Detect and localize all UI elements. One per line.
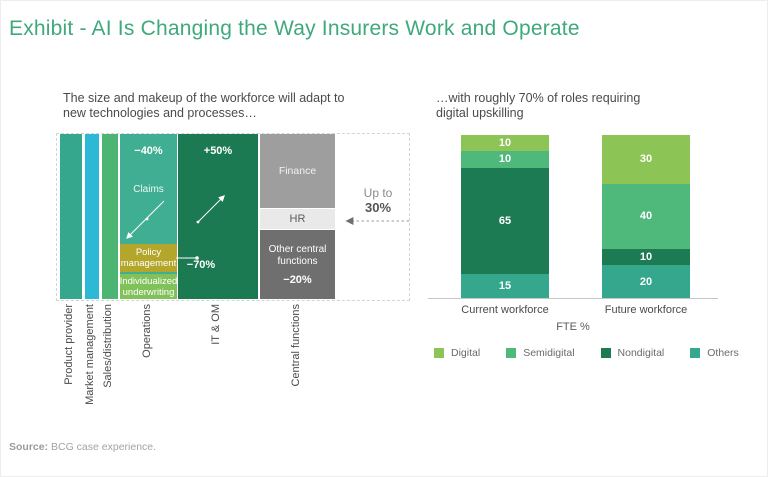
right-subtitle-line1: …with roughly 70% of roles requiring	[436, 91, 641, 105]
category-label-future-workforce: Future workforce	[604, 304, 688, 316]
other-central-change-label: −20%	[283, 273, 312, 286]
legend-swatch-digital	[434, 348, 444, 358]
it-om-change-label: +50%	[203, 145, 233, 157]
up-to-line1: Up to	[363, 186, 393, 200]
other-central-label: Other central functions	[268, 243, 327, 267]
source-label: Source:	[9, 441, 49, 453]
fte-chart-legend: Digital Semidigital Nondigital Others	[434, 347, 739, 359]
axis-label-sales-distribution: Sales/distribution	[102, 304, 114, 388]
left-subtitle-line1: The size and makeup of the workforce wil…	[63, 91, 345, 105]
axis-label-operations: Operations	[141, 304, 153, 358]
legend-label-nondigital: Nondigital	[617, 347, 665, 359]
legend-label-digital: Digital	[451, 347, 481, 359]
right-subtitle-line2: digital upskilling	[436, 106, 524, 120]
legend-swatch-semidigital	[506, 348, 517, 358]
source-note: Source: BCG case experience.	[9, 441, 156, 453]
legend-item-digital: Digital	[434, 347, 480, 359]
segment-others-future: 20	[602, 265, 690, 298]
legend-swatch-nondigital	[600, 348, 611, 358]
legend-label-others: Others	[707, 347, 739, 359]
bar-current-workforce: 10 10 65 15	[461, 135, 549, 298]
fte-chart-category-labels: Current workforce Future workforce	[428, 304, 718, 318]
bar-future-workforce: 30 40 10 20	[602, 135, 690, 298]
policy-sub-change-label: −70%	[186, 259, 216, 271]
legend-item-semidigital: Semidigital	[506, 347, 575, 359]
legend-item-others: Others	[690, 347, 739, 359]
segment-nondigital-future: 10	[602, 249, 690, 266]
segment-digital-current: 10	[461, 135, 549, 152]
axis-label-central-functions: Central functions	[290, 304, 302, 387]
page-title: Exhibit - AI Is Changing the Way Insurer…	[9, 17, 580, 40]
right-chart-subtitle: …with roughly 70% of roles requiring dig…	[436, 91, 736, 121]
segment-semidigital-current: 10	[461, 151, 549, 168]
workforce-structure-chart: −40% Claims Policy management Individual…	[56, 133, 410, 301]
legend-label-semidigital: Semidigital	[523, 347, 575, 359]
claims-label: Claims	[133, 184, 164, 195]
axis-label-market-management: Market management	[84, 304, 96, 405]
segment-others-current: 15	[461, 273, 549, 298]
bar-sales-distribution	[102, 134, 118, 299]
up-to-30-annotation: Up to 30%	[342, 186, 414, 215]
category-label-current-workforce: Current workforce	[461, 304, 549, 316]
bar-product-provider	[60, 134, 82, 299]
legend-swatch-others	[690, 348, 701, 358]
axis-label-it-om: IT & OM	[210, 304, 222, 345]
finance-segment: Finance	[260, 134, 335, 208]
left-chart-subtitle: The size and makeup of the workforce wil…	[63, 91, 393, 121]
fte-axis-title: FTE %	[556, 321, 590, 333]
segment-nondigital-current: 65	[461, 167, 549, 274]
source-text: BCG case experience.	[48, 441, 157, 453]
fte-stacked-bar-chart: 10 10 65 15 30 40 10 20	[428, 135, 718, 299]
left-subtitle-line2: new technologies and processes…	[63, 106, 257, 120]
bar-operations: −40% Claims Policy management Individual…	[120, 134, 177, 299]
left-chart-axis-labels: Product provider Market management Sales…	[56, 304, 410, 409]
up-to-line2: 30%	[364, 200, 392, 215]
bar-it-om: +50% −70%	[178, 134, 258, 299]
other-central-segment: Other central functions −20%	[260, 230, 335, 299]
bar-market-management	[85, 134, 99, 299]
bar-central-functions: Finance HR Other central functions −20%	[260, 134, 335, 299]
policy-management-box: Policy management	[120, 244, 177, 272]
segment-semidigital-future: 40	[602, 183, 690, 250]
legend-item-nondigital: Nondigital	[600, 347, 665, 359]
segment-digital-future: 30	[602, 135, 690, 184]
hr-segment: HR	[260, 209, 335, 229]
axis-label-product-provider: Product provider	[63, 304, 75, 385]
individualized-underwriting-box: Individualized underwriting	[119, 274, 178, 299]
operations-change-label: −40%	[134, 145, 163, 157]
